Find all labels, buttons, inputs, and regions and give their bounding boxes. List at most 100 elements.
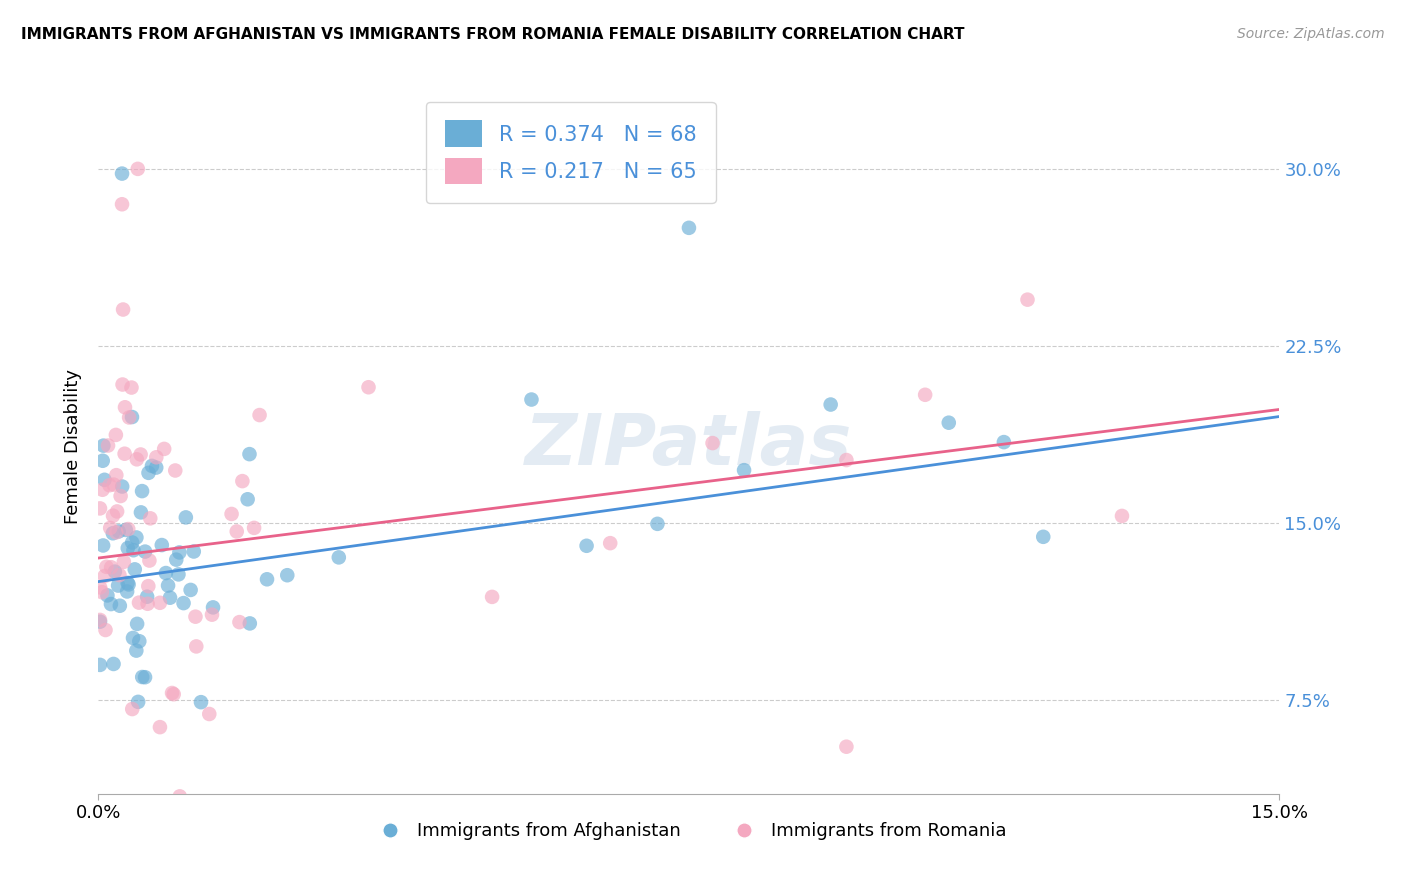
Point (139, 511, 162, 525)
Point (914, 388, 936, 402)
Point (117, 577, 139, 591)
Point (938, 416, 960, 430)
Point (238, 447, 260, 461)
Point (111, 377, 134, 392)
Point (101, 508, 124, 523)
Point (167, 567, 190, 582)
Point (141, 458, 163, 473)
Point (104, 428, 127, 442)
Point (117, 522, 139, 536)
Point (157, 578, 180, 592)
Point (131, 484, 153, 499)
Point (100, 560, 122, 574)
Point (243, 521, 266, 535)
Point (127, 695, 149, 709)
Point (183, 544, 205, 558)
Point (93, 439, 115, 453)
Point (107, 578, 129, 592)
Point (599, 536, 621, 550)
Point (105, 504, 128, 518)
Point (89, 501, 111, 516)
Point (97, 438, 120, 452)
Text: Source: ZipAtlas.com: Source: ZipAtlas.com (1237, 27, 1385, 41)
Point (169, 545, 191, 559)
Point (131, 670, 153, 684)
Point (91, 454, 114, 468)
Point (90, 585, 112, 599)
Point (134, 544, 156, 558)
Point (190, 695, 212, 709)
Point (136, 590, 159, 604)
Point (820, 398, 842, 412)
Point (115, 523, 138, 537)
Point (678, 220, 700, 235)
Point (198, 706, 221, 721)
Point (89, 613, 111, 627)
Point (96, 559, 118, 574)
Point (159, 591, 181, 605)
Point (128, 634, 150, 648)
Point (125, 531, 148, 545)
Point (163, 687, 186, 701)
Point (276, 568, 298, 582)
Point (93, 569, 115, 583)
Point (105, 468, 128, 483)
Point (184, 609, 207, 624)
Point (98, 478, 121, 492)
Point (134, 670, 156, 684)
Point (481, 590, 503, 604)
Point (1032, 530, 1054, 544)
Point (111, 167, 134, 181)
Point (91, 483, 114, 497)
Point (993, 435, 1015, 450)
Point (165, 552, 187, 566)
Point (733, 463, 755, 477)
Point (186, 640, 208, 654)
Text: ZIPatlas: ZIPatlas (526, 411, 852, 481)
Point (520, 392, 543, 407)
Point (169, 789, 191, 804)
Point (94, 623, 117, 637)
Point (122, 631, 145, 645)
Point (114, 447, 136, 461)
Point (835, 453, 858, 467)
Point (121, 410, 143, 425)
Point (165, 463, 187, 477)
Point (117, 575, 139, 590)
Point (127, 161, 149, 176)
Point (150, 538, 173, 552)
Point (138, 466, 160, 480)
Legend: Immigrants from Afghanistan, Immigrants from Romania: Immigrants from Afghanistan, Immigrants … (364, 815, 1014, 847)
Point (149, 720, 172, 734)
Point (225, 524, 247, 539)
Point (239, 616, 262, 631)
Point (104, 565, 127, 579)
Point (231, 474, 253, 488)
Point (101, 526, 124, 541)
Point (89, 615, 111, 629)
Point (105, 525, 128, 540)
Point (256, 572, 278, 586)
Point (328, 550, 350, 565)
Point (221, 507, 243, 521)
Point (136, 579, 159, 593)
Point (702, 436, 724, 450)
Point (117, 541, 139, 555)
Point (249, 408, 271, 422)
Point (100, 597, 122, 611)
Point (103, 657, 125, 671)
Point (114, 401, 136, 415)
Point (173, 596, 195, 610)
Point (236, 492, 259, 507)
Point (835, 739, 858, 754)
Point (125, 643, 148, 657)
Point (180, 582, 202, 597)
Point (138, 553, 160, 567)
Point (201, 607, 224, 622)
Point (575, 539, 598, 553)
Point (202, 600, 225, 615)
Point (1017, 293, 1039, 307)
Point (89, 581, 111, 595)
Point (136, 597, 159, 611)
Point (1111, 508, 1133, 523)
